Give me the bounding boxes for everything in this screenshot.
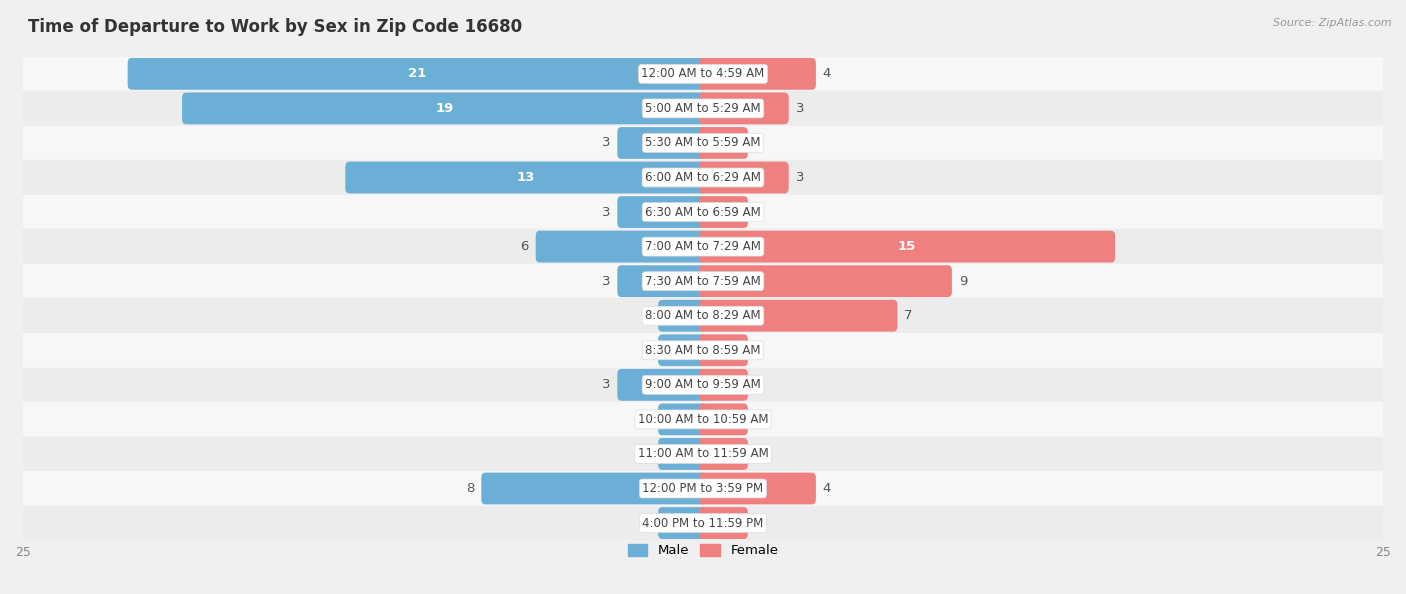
Text: 11:00 AM to 11:59 AM: 11:00 AM to 11:59 AM: [638, 447, 768, 460]
Text: 9:00 AM to 9:59 AM: 9:00 AM to 9:59 AM: [645, 378, 761, 391]
Text: 0: 0: [643, 309, 651, 322]
Bar: [22, 195, 1384, 229]
Text: 0: 0: [643, 447, 651, 460]
Bar: [22, 368, 1384, 402]
FancyBboxPatch shape: [699, 473, 815, 504]
Bar: [22, 402, 1384, 437]
Bar: [22, 160, 1384, 195]
Bar: [22, 91, 1384, 126]
FancyBboxPatch shape: [617, 266, 707, 297]
FancyBboxPatch shape: [658, 403, 707, 435]
Bar: [22, 264, 1384, 298]
Text: 3: 3: [602, 137, 610, 150]
Text: 0: 0: [755, 413, 763, 426]
Text: 0: 0: [643, 517, 651, 530]
Text: 25: 25: [1375, 545, 1391, 558]
Legend: Male, Female: Male, Female: [623, 539, 783, 563]
Bar: [22, 471, 1384, 505]
Text: 3: 3: [602, 206, 610, 219]
Text: Source: ZipAtlas.com: Source: ZipAtlas.com: [1274, 18, 1392, 28]
Text: 8:00 AM to 8:29 AM: 8:00 AM to 8:29 AM: [645, 309, 761, 322]
Bar: [22, 229, 1384, 264]
FancyBboxPatch shape: [699, 266, 952, 297]
FancyBboxPatch shape: [658, 438, 707, 470]
FancyBboxPatch shape: [617, 196, 707, 228]
FancyBboxPatch shape: [699, 300, 897, 331]
FancyBboxPatch shape: [699, 230, 1115, 263]
Text: 19: 19: [436, 102, 454, 115]
Text: 0: 0: [643, 344, 651, 357]
FancyBboxPatch shape: [481, 473, 707, 504]
Text: 0: 0: [755, 137, 763, 150]
Text: 12:00 AM to 4:59 AM: 12:00 AM to 4:59 AM: [641, 67, 765, 80]
Text: 0: 0: [643, 413, 651, 426]
Text: 12:00 PM to 3:59 PM: 12:00 PM to 3:59 PM: [643, 482, 763, 495]
Bar: [22, 505, 1384, 541]
Text: 3: 3: [602, 274, 610, 287]
Text: 8: 8: [467, 482, 474, 495]
FancyBboxPatch shape: [699, 58, 815, 90]
FancyBboxPatch shape: [699, 403, 748, 435]
Text: 5:00 AM to 5:29 AM: 5:00 AM to 5:29 AM: [645, 102, 761, 115]
Text: Time of Departure to Work by Sex in Zip Code 16680: Time of Departure to Work by Sex in Zip …: [28, 18, 522, 36]
Text: 0: 0: [755, 378, 763, 391]
FancyBboxPatch shape: [699, 127, 748, 159]
Bar: [22, 56, 1384, 91]
Text: 21: 21: [408, 67, 426, 80]
FancyBboxPatch shape: [699, 507, 748, 539]
FancyBboxPatch shape: [699, 93, 789, 124]
Text: 3: 3: [602, 378, 610, 391]
Text: 7: 7: [904, 309, 912, 322]
Text: 5:30 AM to 5:59 AM: 5:30 AM to 5:59 AM: [645, 137, 761, 150]
Text: 9: 9: [959, 274, 967, 287]
Text: 0: 0: [755, 206, 763, 219]
Bar: [22, 437, 1384, 471]
FancyBboxPatch shape: [128, 58, 707, 90]
Text: 13: 13: [517, 171, 536, 184]
Text: 7:30 AM to 7:59 AM: 7:30 AM to 7:59 AM: [645, 274, 761, 287]
Text: 4: 4: [823, 67, 831, 80]
FancyBboxPatch shape: [658, 334, 707, 366]
Text: 3: 3: [796, 171, 804, 184]
Text: 15: 15: [898, 240, 917, 253]
Text: 0: 0: [755, 517, 763, 530]
FancyBboxPatch shape: [699, 369, 748, 401]
FancyBboxPatch shape: [617, 369, 707, 401]
Text: 0: 0: [755, 447, 763, 460]
Text: 6:00 AM to 6:29 AM: 6:00 AM to 6:29 AM: [645, 171, 761, 184]
Text: 6:30 AM to 6:59 AM: 6:30 AM to 6:59 AM: [645, 206, 761, 219]
Text: 25: 25: [15, 545, 31, 558]
FancyBboxPatch shape: [699, 334, 748, 366]
Text: 4: 4: [823, 482, 831, 495]
Bar: [22, 126, 1384, 160]
Text: 10:00 AM to 10:59 AM: 10:00 AM to 10:59 AM: [638, 413, 768, 426]
Text: 0: 0: [755, 344, 763, 357]
FancyBboxPatch shape: [346, 162, 707, 194]
Text: 3: 3: [796, 102, 804, 115]
FancyBboxPatch shape: [658, 300, 707, 331]
Text: 7:00 AM to 7:29 AM: 7:00 AM to 7:29 AM: [645, 240, 761, 253]
FancyBboxPatch shape: [699, 438, 748, 470]
FancyBboxPatch shape: [181, 93, 707, 124]
Text: 8:30 AM to 8:59 AM: 8:30 AM to 8:59 AM: [645, 344, 761, 357]
FancyBboxPatch shape: [658, 507, 707, 539]
Bar: [22, 298, 1384, 333]
FancyBboxPatch shape: [699, 196, 748, 228]
FancyBboxPatch shape: [536, 230, 707, 263]
FancyBboxPatch shape: [699, 162, 789, 194]
Text: 4:00 PM to 11:59 PM: 4:00 PM to 11:59 PM: [643, 517, 763, 530]
FancyBboxPatch shape: [617, 127, 707, 159]
Text: 6: 6: [520, 240, 529, 253]
Bar: [22, 333, 1384, 368]
